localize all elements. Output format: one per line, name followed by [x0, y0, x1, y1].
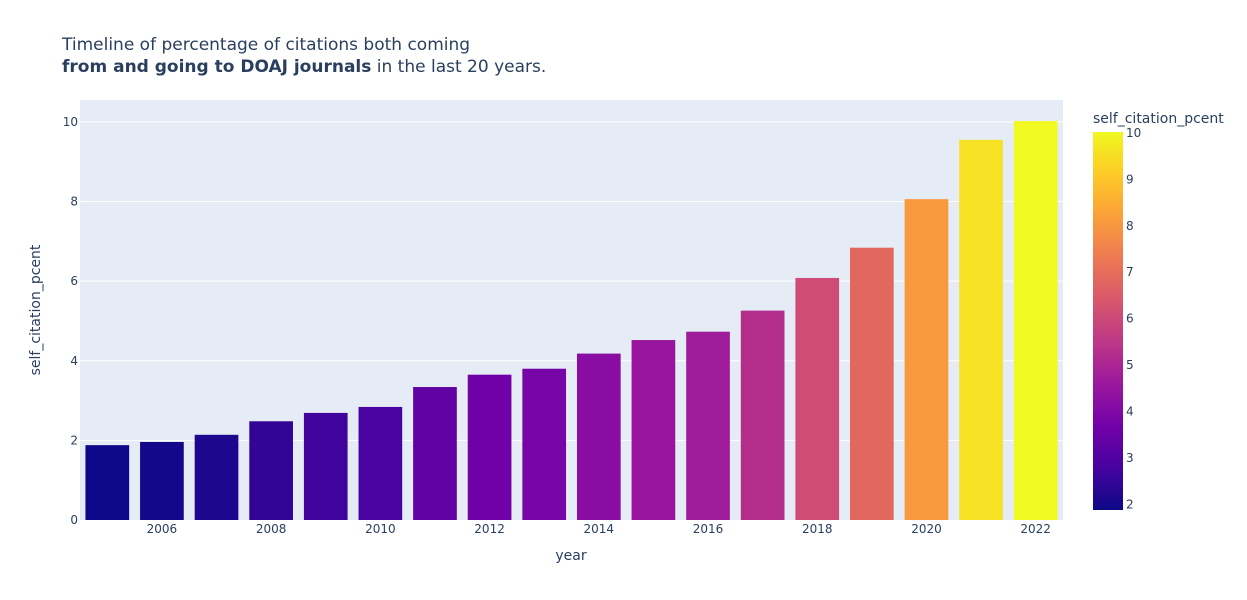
x-axis-title: year: [555, 548, 586, 564]
x-tick-label: 2016: [693, 522, 724, 536]
colorbar-title: self_citation_pcent: [1093, 111, 1224, 127]
colorbar-tick-label: 7: [1126, 265, 1134, 279]
colorbar-tick-label: 4: [1126, 405, 1134, 419]
x-tick-label: 2020: [911, 522, 942, 536]
x-axis-ticks: 2006 2008 2010 2012 2014 2016 2018 2020 2022: [147, 522, 1051, 536]
bar-2017: [740, 310, 785, 520]
y-tick-label: 8: [70, 195, 78, 209]
colorbar-tick-label: 5: [1126, 358, 1134, 372]
y-axis-title: self_citation_pcent: [28, 244, 44, 375]
bar-2019: [850, 247, 894, 520]
bar-2021: [959, 139, 1003, 520]
x-tick-label: 2006: [147, 522, 178, 536]
chart-title: Timeline of percentage of citations both…: [62, 34, 546, 78]
bar-2007: [194, 434, 239, 520]
bar-2014: [576, 353, 621, 520]
bars: [85, 121, 1058, 521]
bar-2016: [686, 331, 730, 520]
chart-title-line-2: from and going to DOAJ journals in the l…: [62, 56, 546, 78]
y-tick-label: 2: [70, 433, 78, 447]
chart-title-bold: from and going to DOAJ journals: [62, 57, 372, 77]
x-tick-label: 2014: [584, 522, 615, 536]
colorbar-tick-label: 2: [1126, 497, 1134, 511]
bar-2011: [413, 387, 457, 520]
colorbar-ticks: 2 3 4 5 6 7 8 9 10: [1126, 126, 1141, 511]
y-tick-label: 6: [70, 274, 78, 288]
x-tick-label: 2010: [365, 522, 396, 536]
bar-2005: [85, 445, 130, 520]
bar-2009: [303, 412, 348, 520]
chart-title-rest: in the last 20 years.: [371, 57, 547, 77]
colorbar-tick-label: 10: [1126, 126, 1141, 140]
plot-background: [80, 100, 1063, 520]
x-tick-label: 2008: [256, 522, 287, 536]
bar-2012: [467, 374, 512, 520]
x-tick-label: 2022: [1020, 522, 1051, 536]
colorbar-tick-label: 3: [1126, 451, 1134, 465]
bar-2020: [904, 199, 949, 520]
bar-2015: [631, 340, 676, 520]
bar-2008: [249, 421, 293, 520]
bar-2018: [795, 277, 840, 520]
y-tick-label: 0: [70, 513, 78, 527]
chart-title-line-1: Timeline of percentage of citations both…: [62, 35, 471, 55]
bar-2022: [1013, 121, 1058, 521]
bar-2010: [358, 406, 403, 520]
gridlines: [80, 121, 1063, 441]
bar-2006: [140, 441, 184, 520]
bar-2013: [522, 368, 567, 520]
colorbar-tick-label: 8: [1126, 219, 1134, 233]
y-axis-ticks: 0 2 4 6 8 10: [63, 115, 78, 527]
y-tick-label: 4: [70, 354, 78, 368]
colorbar-tick-label: 6: [1126, 312, 1134, 326]
x-tick-label: 2018: [802, 522, 833, 536]
colorbar: [1093, 132, 1123, 510]
y-tick-label: 10: [63, 115, 78, 129]
colorbar-tick-label: 9: [1126, 172, 1134, 186]
x-tick-label: 2012: [474, 522, 505, 536]
